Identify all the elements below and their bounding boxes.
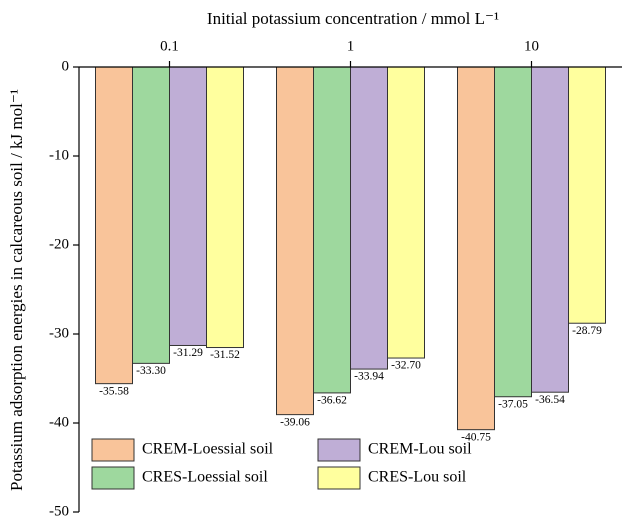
bar [350, 66, 388, 370]
legend-swatch [317, 466, 361, 490]
bar [313, 66, 351, 394]
value-label: -28.79 [572, 325, 602, 337]
y-tick-label: 0 [62, 58, 70, 74]
legend-swatch [317, 438, 361, 462]
value-label: -33.94 [354, 371, 384, 383]
bar [457, 66, 495, 431]
y-tick-label: -20 [49, 236, 69, 252]
y-tick-label: -10 [49, 147, 69, 163]
bar [169, 66, 207, 346]
value-label: -36.54 [535, 394, 565, 406]
legend-swatch [91, 466, 135, 490]
bar [387, 66, 425, 359]
bar [95, 66, 133, 385]
value-label: -31.52 [210, 349, 240, 361]
value-label: -33.30 [136, 365, 166, 377]
value-label: -32.70 [391, 360, 421, 372]
legend-label: CRES-Loessial soil [142, 469, 268, 486]
bar [132, 66, 170, 364]
x-tick-label: 1 [347, 38, 355, 54]
y-tick-label: -50 [49, 503, 69, 519]
bar [206, 66, 244, 349]
value-label: -37.05 [498, 398, 528, 410]
x-tick-label: 0.1 [160, 38, 179, 54]
legend-swatch [91, 438, 135, 462]
value-label: -31.29 [173, 347, 203, 359]
legend-label: CRES-Lou soil [368, 469, 467, 486]
bar [531, 66, 569, 393]
value-label: -36.62 [317, 395, 347, 407]
value-label: -40.75 [461, 431, 491, 443]
bar [276, 66, 314, 416]
y-tick-label: -40 [49, 414, 69, 430]
value-label: -35.58 [99, 385, 129, 397]
y-tick-label: -30 [49, 325, 69, 341]
legend-label: CREM-Loessial soil [142, 441, 274, 458]
value-label: -39.06 [280, 416, 310, 428]
bar [494, 66, 532, 398]
x-axis-title: Initial potassium concentration / mmol L… [207, 9, 499, 28]
x-tick-label: 10 [524, 38, 539, 54]
legend-label: CREM-Lou soil [368, 441, 472, 458]
y-axis-title: Potassium adsorption energies in calcare… [7, 89, 26, 491]
bar [568, 66, 606, 324]
